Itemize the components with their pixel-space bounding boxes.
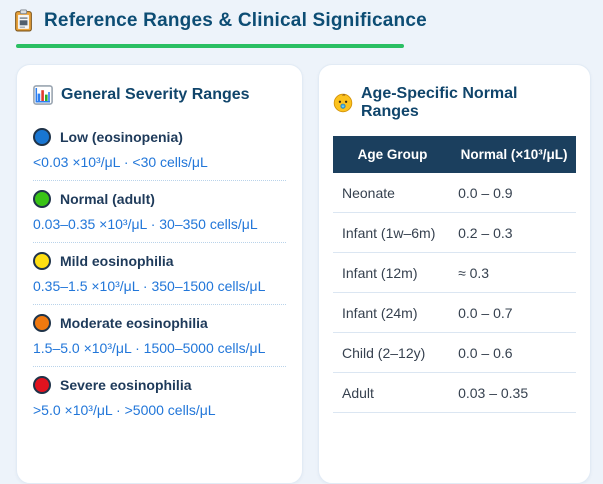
severity-range: 0.03–0.35 ×10³/μL · 30–350 cells/μL bbox=[33, 216, 258, 232]
table-row: Infant (24m) 0.0 – 0.7 bbox=[333, 292, 576, 333]
age-ranges-table: Age Group Normal (×10³/μL) Neonate 0.0 –… bbox=[333, 136, 576, 413]
bar-chart-icon bbox=[33, 85, 53, 105]
severity-card-header: General Severity Ranges bbox=[33, 85, 286, 105]
normal-range-cell: 0.0 – 0.6 bbox=[452, 332, 576, 373]
table-row: Infant (1w–6m) 0.2 – 0.3 bbox=[333, 212, 576, 253]
normal-range-cell: 0.0 – 0.9 bbox=[452, 173, 576, 213]
baby-icon bbox=[333, 93, 353, 113]
severity-list: Low (eosinopenia) <0.03 ×10³/μL · <30 ce… bbox=[33, 119, 286, 428]
severity-range: 1.5–5.0 ×10³/μL · 1500–5000 cells/μL bbox=[33, 340, 266, 356]
age-group-cell: Child (2–12y) bbox=[333, 332, 453, 373]
title-underline bbox=[16, 44, 404, 48]
severity-item-low: Low (eosinopenia) <0.03 ×10³/μL · <30 ce… bbox=[33, 119, 286, 181]
age-ranges-card: Age-Specific Normal Ranges Age Group Nor… bbox=[318, 64, 591, 484]
severity-ranges-card: General Severity Ranges Low (eosinopenia… bbox=[16, 64, 303, 484]
normal-range-cell: 0.2 – 0.3 bbox=[452, 212, 576, 253]
normal-range-cell: ≈ 0.3 bbox=[452, 252, 576, 293]
severity-label: Severe eosinophilia bbox=[60, 377, 192, 393]
severity-color-dot bbox=[33, 252, 51, 270]
severity-label: Mild eosinophilia bbox=[60, 253, 174, 269]
clipboard-icon bbox=[12, 9, 35, 32]
severity-card-title: General Severity Ranges bbox=[61, 86, 250, 103]
age-card-title: Age-Specific Normal Ranges bbox=[361, 85, 518, 120]
severity-color-dot bbox=[33, 314, 51, 332]
severity-color-dot bbox=[33, 376, 51, 394]
severity-label: Moderate eosinophilia bbox=[60, 315, 208, 331]
severity-item-normal: Normal (adult) 0.03–0.35 ×10³/μL · 30–35… bbox=[33, 181, 286, 243]
severity-label: Low (eosinopenia) bbox=[60, 129, 183, 145]
severity-item-mild: Mild eosinophilia 0.35–1.5 ×10³/μL · 350… bbox=[33, 243, 286, 305]
severity-range: 0.35–1.5 ×10³/μL · 350–1500 cells/μL bbox=[33, 278, 266, 294]
table-row: Neonate 0.0 – 0.9 bbox=[333, 173, 576, 213]
age-group-cell: Infant (24m) bbox=[333, 292, 453, 333]
severity-label: Normal (adult) bbox=[60, 191, 155, 207]
age-group-cell: Infant (12m) bbox=[333, 252, 453, 293]
severity-color-dot bbox=[33, 128, 51, 146]
severity-color-dot bbox=[33, 190, 51, 208]
normal-range-cell: 0.03 – 0.35 bbox=[452, 372, 576, 413]
page-header: Reference Ranges & Clinical Significance bbox=[12, 9, 427, 32]
page-title: Reference Ranges & Clinical Significance bbox=[44, 9, 427, 31]
normal-range-header: Normal (×10³/μL) bbox=[460, 147, 568, 162]
normal-range-cell: 0.0 – 0.7 bbox=[452, 292, 576, 333]
severity-range: <0.03 ×10³/μL · <30 cells/μL bbox=[33, 154, 208, 170]
age-group-header: Age Group bbox=[357, 147, 428, 162]
table-row: Child (2–12y) 0.0 – 0.6 bbox=[333, 332, 576, 373]
age-group-cell: Neonate bbox=[333, 173, 453, 213]
age-card-header: Age-Specific Normal Ranges bbox=[333, 85, 576, 121]
age-group-cell: Adult bbox=[333, 372, 453, 413]
age-group-cell: Infant (1w–6m) bbox=[333, 212, 453, 253]
severity-range: >5.0 ×10³/μL · >5000 cells/μL bbox=[33, 402, 216, 418]
table-header-row: Age Group Normal (×10³/μL) bbox=[333, 136, 576, 173]
severity-item-severe: Severe eosinophilia >5.0 ×10³/μL · >5000… bbox=[33, 367, 286, 428]
severity-item-moderate: Moderate eosinophilia 1.5–5.0 ×10³/μL · … bbox=[33, 305, 286, 367]
table-row: Infant (12m) ≈ 0.3 bbox=[333, 252, 576, 293]
table-row: Adult 0.03 – 0.35 bbox=[333, 372, 576, 413]
